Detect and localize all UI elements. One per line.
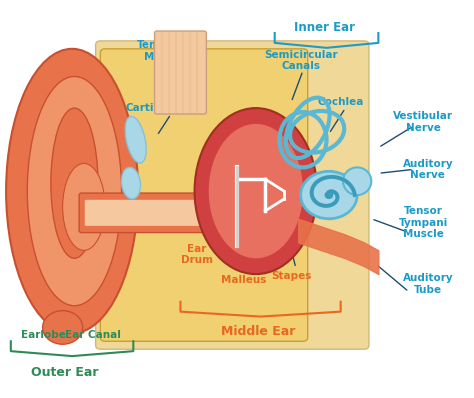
Text: Incus: Incus bbox=[238, 246, 269, 256]
Text: Cartilage: Cartilage bbox=[125, 103, 179, 113]
Text: Auditory
Nerve: Auditory Nerve bbox=[402, 158, 453, 180]
Text: Outer Ear: Outer Ear bbox=[31, 367, 99, 379]
FancyBboxPatch shape bbox=[85, 200, 205, 226]
FancyBboxPatch shape bbox=[155, 31, 206, 114]
Ellipse shape bbox=[125, 116, 146, 163]
Ellipse shape bbox=[195, 108, 317, 274]
Text: Earlobe: Earlobe bbox=[21, 330, 66, 340]
Ellipse shape bbox=[121, 168, 140, 199]
Text: Cochlea: Cochlea bbox=[318, 97, 364, 107]
Text: Tensor
Tympani
Muscle: Tensor Tympani Muscle bbox=[399, 206, 448, 239]
Text: Vestibular
Nerve: Vestibular Nerve bbox=[393, 111, 453, 133]
Text: Malleus: Malleus bbox=[221, 275, 267, 285]
Ellipse shape bbox=[209, 124, 303, 258]
Ellipse shape bbox=[301, 171, 357, 219]
FancyBboxPatch shape bbox=[79, 193, 211, 232]
FancyBboxPatch shape bbox=[96, 41, 369, 349]
Ellipse shape bbox=[343, 168, 371, 195]
Text: Temporal
Muscle: Temporal Muscle bbox=[137, 40, 191, 62]
Text: Stapes: Stapes bbox=[271, 271, 311, 281]
Ellipse shape bbox=[43, 311, 82, 344]
Text: Semicircular
Canals: Semicircular Canals bbox=[264, 50, 337, 72]
Ellipse shape bbox=[51, 108, 98, 258]
Ellipse shape bbox=[63, 164, 105, 250]
Text: Ear Canal: Ear Canal bbox=[65, 330, 121, 340]
Ellipse shape bbox=[27, 76, 121, 306]
Text: Ear
Drum: Ear Drum bbox=[181, 244, 213, 265]
Text: Middle Ear: Middle Ear bbox=[221, 325, 295, 338]
Text: Auditory
Tube: Auditory Tube bbox=[402, 273, 453, 295]
FancyBboxPatch shape bbox=[100, 49, 308, 341]
Ellipse shape bbox=[6, 49, 138, 334]
Text: Inner Ear: Inner Ear bbox=[294, 21, 355, 33]
